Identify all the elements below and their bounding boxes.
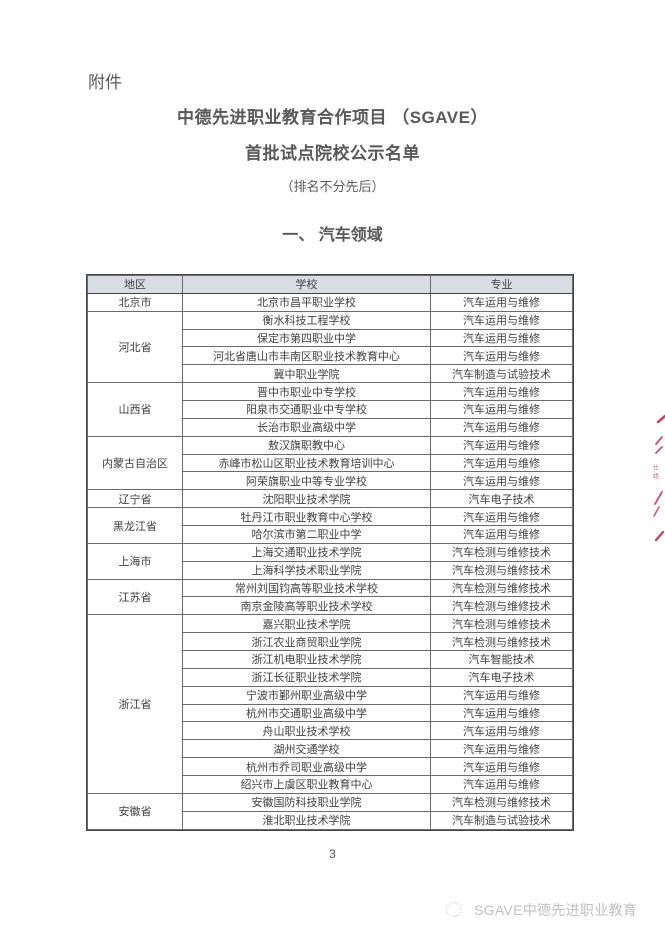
svg-text:仕: 仕	[653, 464, 659, 472]
svg-text:组: 组	[653, 472, 659, 480]
